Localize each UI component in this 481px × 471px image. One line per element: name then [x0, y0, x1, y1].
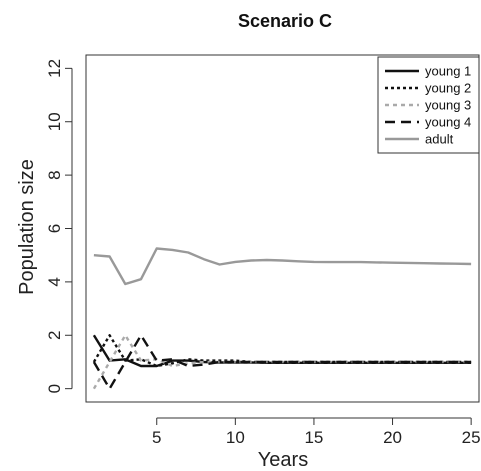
y-axis-label: Population size — [16, 159, 38, 295]
legend-label-young-3: young 3 — [425, 98, 471, 113]
y-tick-label: 10 — [45, 112, 64, 131]
y-tick-label: 0 — [45, 384, 64, 393]
plot-frame — [85, 54, 480, 403]
legend-label-young-4: young 4 — [425, 115, 471, 130]
y-tick-label: 6 — [45, 224, 64, 233]
y-tick-label: 12 — [45, 59, 64, 78]
series-line-young-4 — [92, 334, 472, 390]
y-tick-label: 4 — [45, 277, 64, 286]
legend: young 1 young 2 young 3 young 4 adult — [377, 56, 480, 154]
x-tick-label: 25 — [462, 428, 481, 447]
y-tick-label: 2 — [45, 331, 64, 340]
x-tick-label: 15 — [304, 428, 323, 447]
legend-label-adult: adult — [425, 132, 454, 147]
y-tick-label: 8 — [45, 170, 64, 179]
x-tick-label: 20 — [383, 428, 402, 447]
x-tick-label: 5 — [152, 428, 161, 447]
axes: 5 10 15 20 25 0 2 4 6 8 10 12 — [45, 59, 481, 447]
x-axis-label: Years — [258, 449, 308, 471]
chart-title: Scenario C — [238, 11, 332, 31]
legend-label-young-1: young 1 — [425, 64, 471, 79]
series-line-adult — [93, 247, 472, 286]
series-lines — [92, 247, 472, 390]
x-tick-label: 10 — [226, 428, 245, 447]
legend-label-young-2: young 2 — [425, 81, 471, 96]
